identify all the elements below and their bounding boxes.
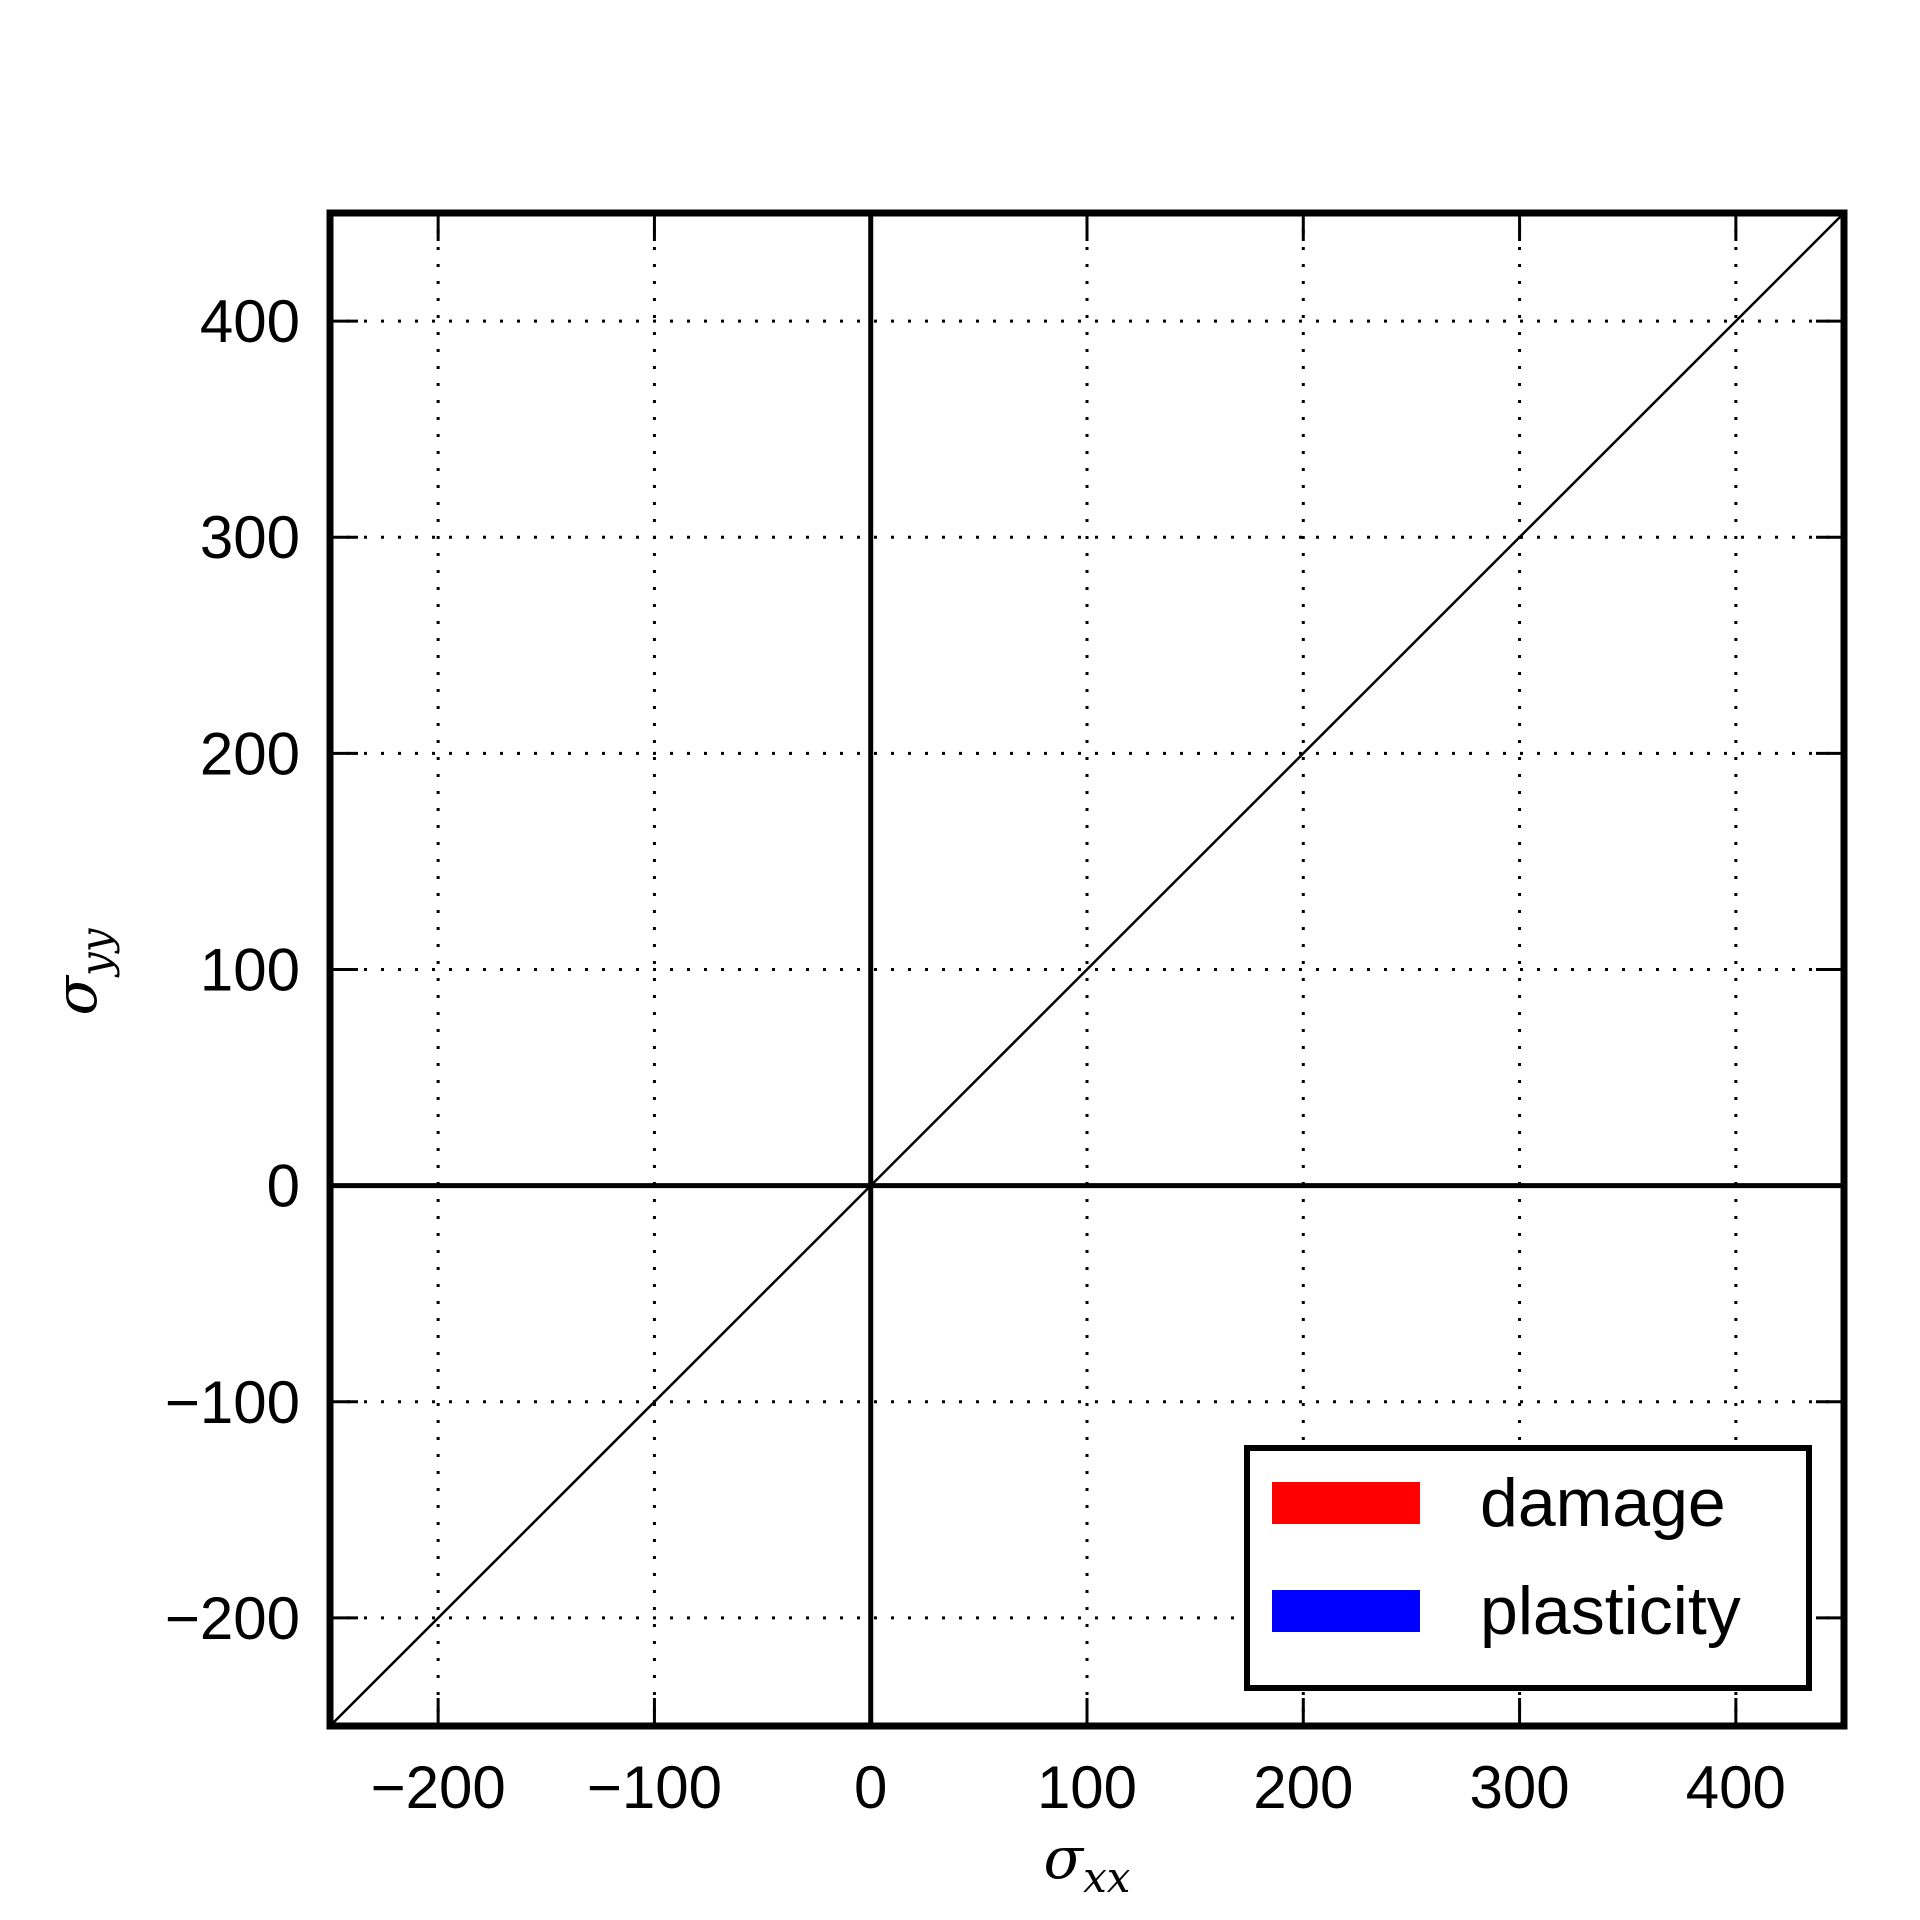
y-tick-labels: −200 −100 0 100 200 300 400	[165, 288, 300, 1652]
y-tick-label: −100	[165, 1369, 300, 1436]
x-tick-label: 300	[1470, 1754, 1570, 1821]
y-tick-label: −200	[165, 1585, 300, 1652]
legend-swatch	[1272, 1590, 1420, 1632]
y-axis-label: σyy	[42, 927, 120, 1015]
x-tick-label: 400	[1686, 1754, 1786, 1821]
x-tick-label: 200	[1253, 1754, 1353, 1821]
y-tick-label: 400	[200, 288, 300, 355]
x-tick-labels: −200 −100 0 100 200 300 400	[371, 1754, 1786, 1821]
reference-lines	[330, 213, 1844, 1726]
y-tick-label: 0	[267, 1153, 300, 1220]
legend-swatch	[1272, 1482, 1420, 1524]
x-axis-label: σxx	[1044, 1824, 1131, 1902]
y-tick-label: 300	[200, 504, 300, 571]
y-tick-label: 200	[200, 720, 300, 787]
legend: damage plasticity	[1244, 1445, 1812, 1691]
legend-label: plasticity	[1480, 1573, 1741, 1649]
x-tick-label: 0	[854, 1754, 887, 1821]
series-line	[329, 212, 1845, 1727]
x-tick-label: −200	[371, 1754, 506, 1821]
ticks	[330, 213, 1844, 1726]
x-tick-label: −100	[587, 1754, 722, 1821]
legend-label: damage	[1480, 1465, 1726, 1541]
plot-frame	[326, 209, 1848, 1730]
x-tick-label: 100	[1037, 1754, 1137, 1821]
series	[329, 212, 1845, 1727]
y-tick-label: 100	[200, 937, 300, 1004]
